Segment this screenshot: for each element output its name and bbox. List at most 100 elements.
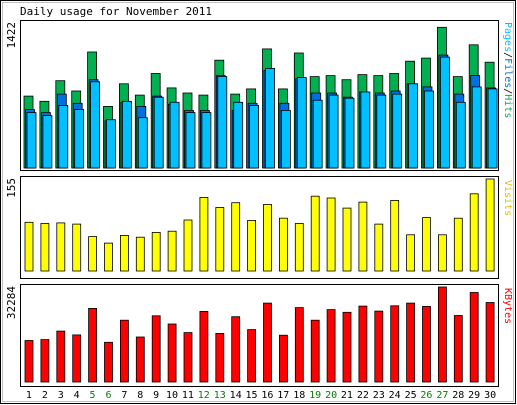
visits-bar xyxy=(263,204,272,272)
kbytes-bar xyxy=(167,323,177,383)
panel-top-border xyxy=(20,20,499,171)
visits-bar xyxy=(342,207,352,272)
day-label: 9 xyxy=(153,390,159,401)
kbytes-bars xyxy=(24,286,495,383)
day-label: 2 xyxy=(42,390,48,401)
visits-bar xyxy=(453,217,463,272)
kbytes-bar xyxy=(199,310,209,383)
pages-bar xyxy=(90,81,100,169)
kbytes-bar xyxy=(231,316,241,383)
pages-bar xyxy=(185,112,196,169)
panel-middle-border xyxy=(20,176,499,279)
pages-bar xyxy=(217,76,228,169)
pages-bar xyxy=(249,105,260,169)
kbytes-bar xyxy=(215,332,225,383)
kbytes-bar xyxy=(342,311,352,383)
visits-bar xyxy=(183,219,193,272)
visits-bar xyxy=(310,195,320,272)
visits-bar xyxy=(422,217,431,272)
kbytes-bar xyxy=(294,307,304,383)
day-label: 3 xyxy=(58,390,64,401)
kbytes-bar xyxy=(88,307,97,383)
day-label: 5 xyxy=(89,390,95,401)
visits-bar xyxy=(294,223,304,272)
pages-bar xyxy=(471,86,482,169)
visits-bar xyxy=(326,197,336,272)
bottom-max-label: 32284 xyxy=(5,286,18,319)
kbytes-bar xyxy=(247,329,257,383)
pages-bar xyxy=(201,112,212,169)
kbytes-bar xyxy=(310,319,320,383)
day-label: 4 xyxy=(74,390,80,401)
kbytes-bar xyxy=(374,310,384,383)
pages-bar xyxy=(233,101,244,169)
pages-bar xyxy=(312,99,323,169)
kbytes-bar xyxy=(183,332,193,383)
pages-bar xyxy=(392,93,403,169)
day-label: 13 xyxy=(214,390,226,401)
kbytes-bar xyxy=(453,315,463,383)
kbytes-bar xyxy=(56,330,66,383)
pages-bar xyxy=(439,56,450,169)
kbytes-bar xyxy=(104,341,113,383)
kbytes-bar xyxy=(151,315,161,383)
pages-bar xyxy=(328,94,339,169)
day-label: 20 xyxy=(325,390,337,401)
day-label: 1 xyxy=(26,390,32,401)
visits-bar xyxy=(406,234,416,272)
pages-bar xyxy=(344,97,355,169)
kbytes-bar xyxy=(406,302,416,383)
kbytes-bar xyxy=(485,302,495,383)
kbytes-bar xyxy=(72,334,82,383)
kbytes-bar xyxy=(263,302,272,383)
visits-bar xyxy=(215,207,225,272)
kbytes-bar xyxy=(278,334,288,383)
kbytes-bar xyxy=(120,319,129,383)
pages-bar xyxy=(455,101,466,169)
visits-bar xyxy=(88,236,97,272)
visits-bar xyxy=(56,222,66,272)
day-label: 11 xyxy=(182,390,194,401)
hits-files-pages-bars xyxy=(23,26,498,169)
outer-border-shadow xyxy=(2,2,514,402)
bottom-legend: KBytes xyxy=(502,288,513,324)
visits-bar xyxy=(247,220,257,272)
middle-legend: Visits xyxy=(502,180,513,216)
day-label: 16 xyxy=(261,390,273,401)
pages-bar xyxy=(74,109,85,169)
pages-bar xyxy=(137,117,148,169)
day-label: 22 xyxy=(357,390,369,401)
top-legend: Pages/Files/Hits xyxy=(502,22,513,118)
visits-bar xyxy=(40,223,50,272)
day-labels: 1 2 3 4 5 6 7 8 9 10 11 12 13 14 15 16 17 18 19 20 21 22 23 24 2… xyxy=(26,390,496,401)
panel-bottom xyxy=(20,284,499,387)
day-label: 19 xyxy=(309,390,321,401)
day-label: 10 xyxy=(166,390,178,401)
pages-bar xyxy=(26,112,37,169)
kbytes-bar xyxy=(469,292,479,383)
top-max-label: 1422 xyxy=(5,22,18,49)
pages-bar xyxy=(280,110,291,169)
legend-pages: Pages xyxy=(502,22,513,52)
chart-title: Daily usage for November 2011 xyxy=(20,5,212,18)
legend-files: Files xyxy=(502,58,513,88)
visits-bar xyxy=(374,223,384,272)
panel-bottom-border xyxy=(20,284,499,387)
visits-bar xyxy=(278,217,288,272)
visits-bar xyxy=(231,202,241,272)
legend-sep-2: / xyxy=(502,88,513,94)
day-label: 8 xyxy=(137,390,143,401)
pages-bar xyxy=(296,77,307,169)
visits-bar xyxy=(358,201,368,272)
pages-bar xyxy=(424,90,434,169)
pages-bar xyxy=(122,100,132,169)
kbytes-bar xyxy=(358,305,368,383)
visits-bar xyxy=(135,236,145,272)
kbytes-bar xyxy=(135,336,145,383)
kbytes-bar xyxy=(437,286,447,383)
day-label: 14 xyxy=(230,390,242,401)
day-label: 6 xyxy=(105,390,111,401)
visits-bar xyxy=(151,231,161,272)
pages-bar xyxy=(360,91,371,169)
